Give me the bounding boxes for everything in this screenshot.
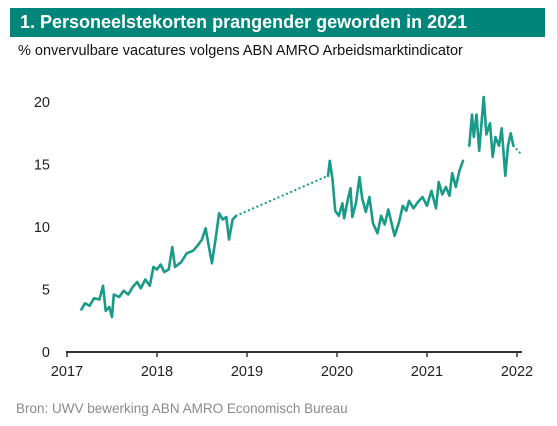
x-tick-label: 2017 [51,364,83,380]
x-tick-label: 2022 [501,364,533,380]
x-tick-label: 2020 [321,364,353,380]
series-line-dotted-segment [235,174,330,217]
y-tick-label: 10 [34,220,50,236]
y-tick-label: 15 [34,158,50,174]
chart-title: 1. Personeelstekorten prangender geworde… [10,8,545,37]
x-axis: 2017 2018 2019 2020 2021 2022 [51,351,533,380]
x-tick-label: 2021 [411,364,443,380]
series-line-segment [467,95,515,178]
source-note: Bron: UWV bewerking ABN AMRO Economisch … [16,401,348,416]
series-line-segment [326,159,465,238]
x-tick-label: 2018 [141,364,173,380]
y-tick-label: 20 [34,95,50,111]
series-line-dotted-segment [512,144,523,156]
y-tick-label: 5 [42,283,50,299]
y-axis-ticks: 0 5 10 15 20 [34,95,50,361]
y-tick-label: 0 [42,345,50,361]
chart-subtitle: % onvervulbare vacatures volgens ABN AMR… [18,43,463,59]
x-tick-label: 2019 [231,364,263,380]
series-line-segment [80,212,238,319]
series-group [80,95,523,319]
